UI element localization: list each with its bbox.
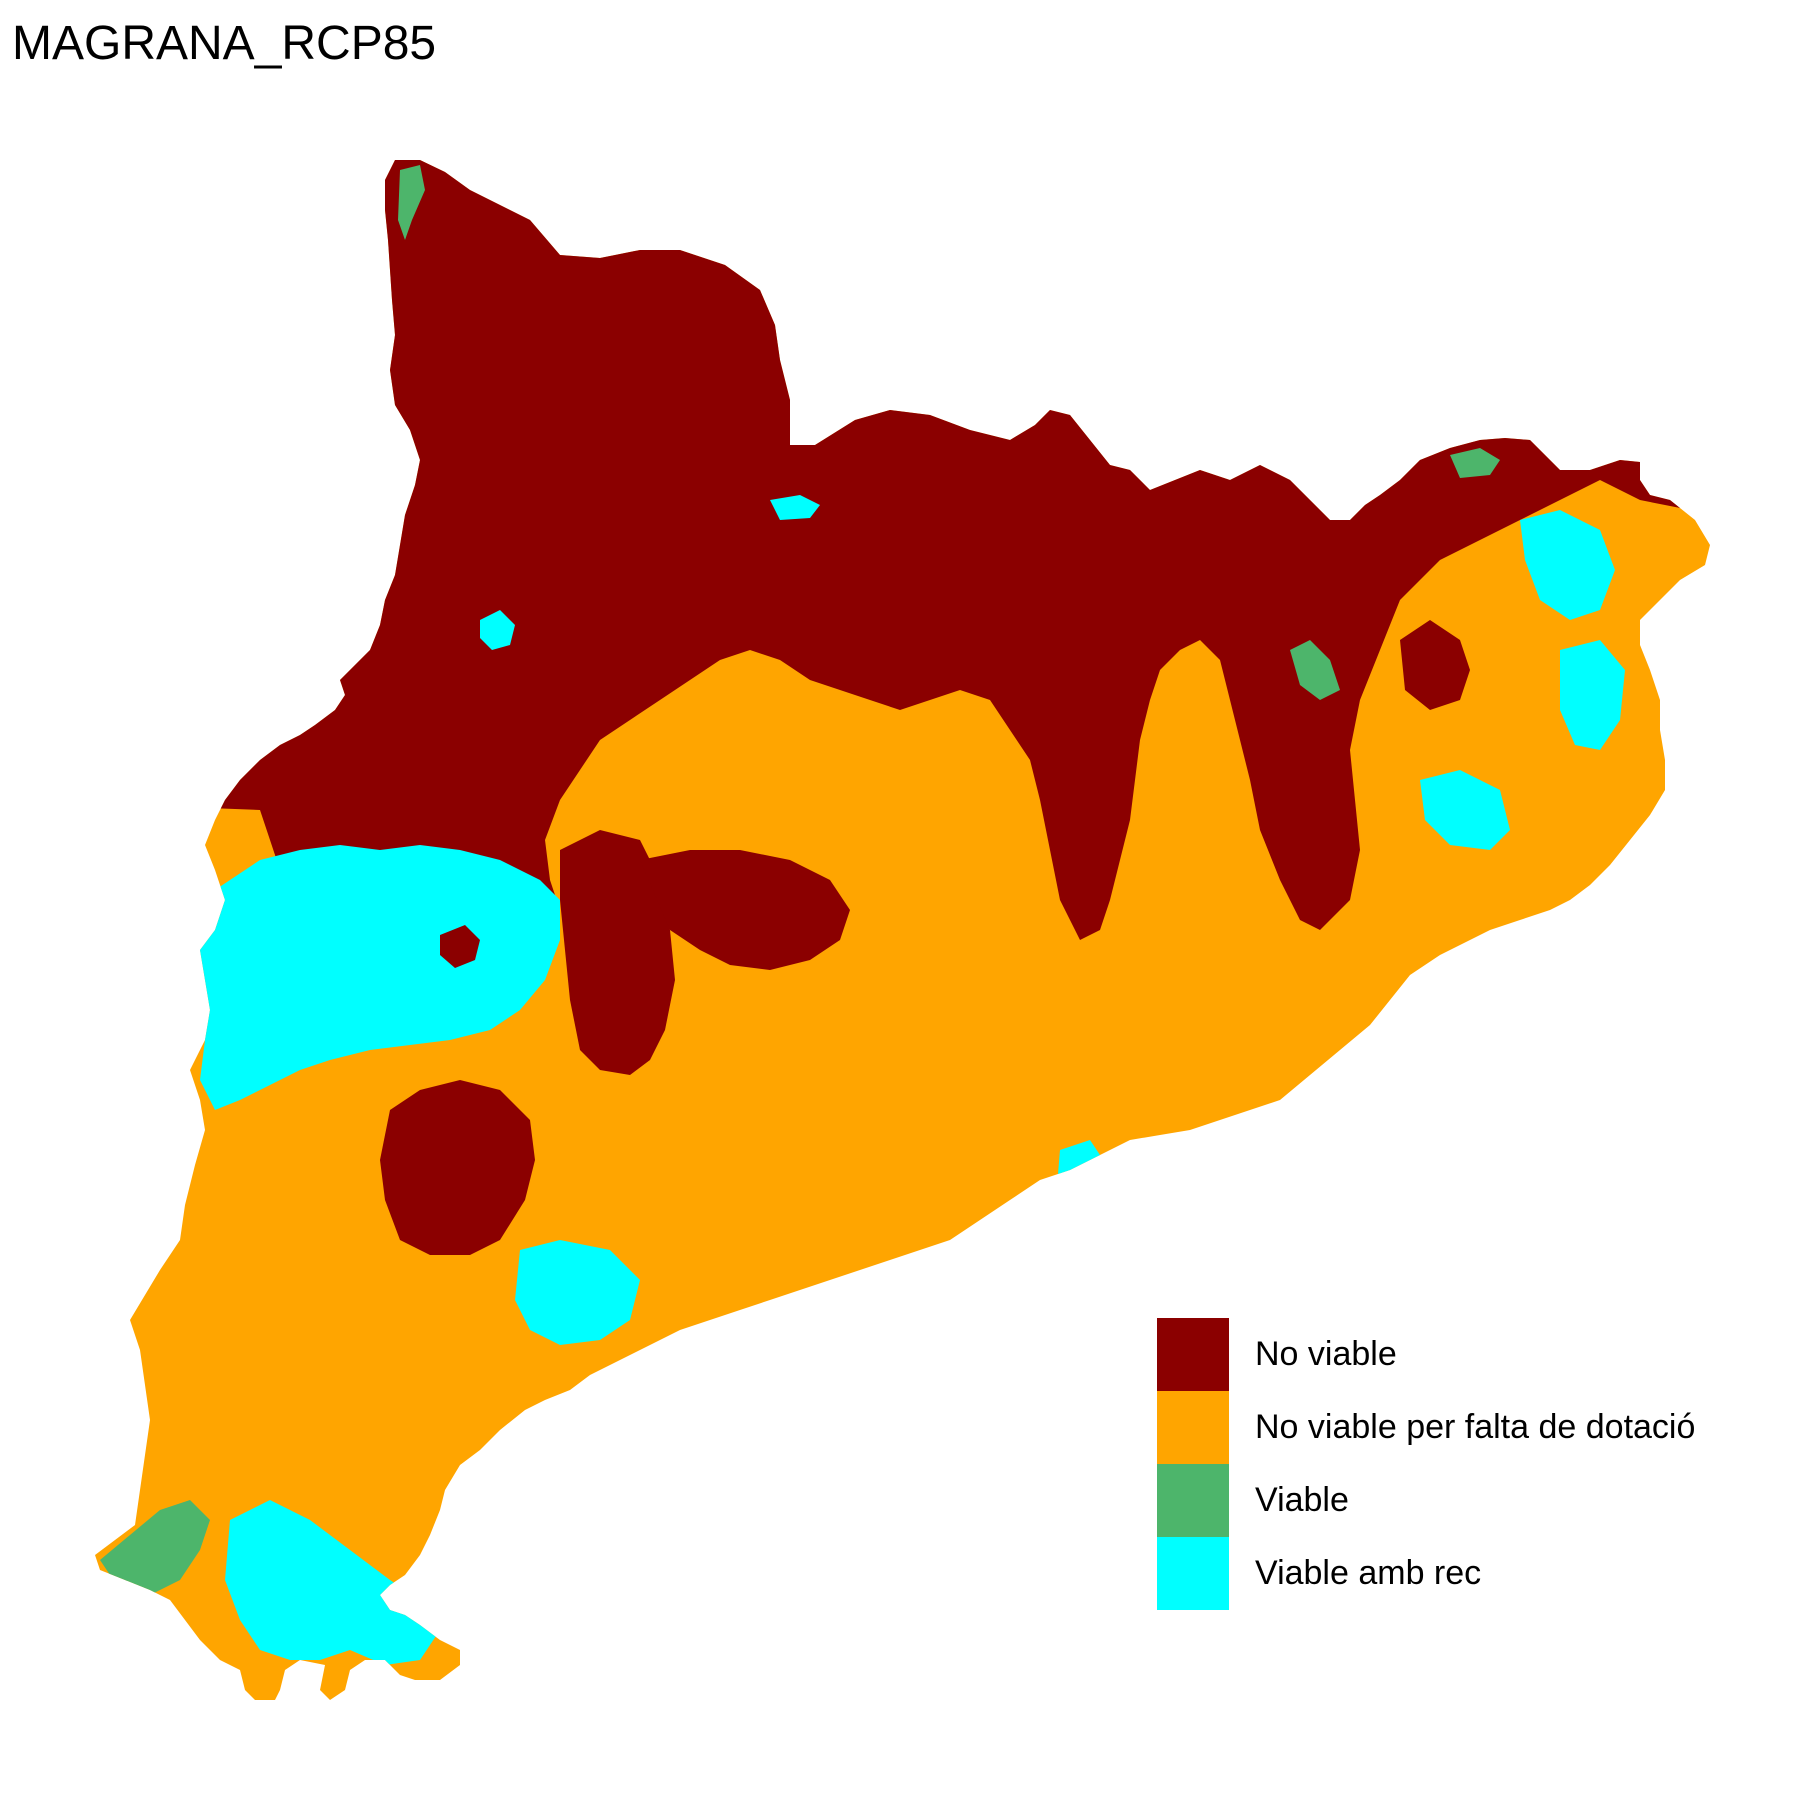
no-viable-region-southwest [380,1080,535,1255]
viable-strip-northeast [1290,640,1340,700]
no-viable-region-middle [640,850,850,970]
viable-strip-north [398,165,425,240]
no-viable-patch-east [1400,620,1470,710]
legend-item: No viable [1157,1318,1695,1391]
viable-amb-rec-pyrenees-patch [770,495,820,520]
viable-amb-rec-west-plain [195,845,560,1110]
legend-swatch-viable [1157,1464,1229,1537]
legend-label: Viable amb rec [1255,1554,1482,1592]
no-viable-region-central [560,830,675,1075]
viable-amb-rec-south-central [515,1240,640,1345]
legend-label: No viable [1255,1335,1397,1373]
legend-label: Viable [1255,1481,1349,1519]
no-viable-island-in-plain [440,925,480,968]
viable-region-southwest [100,1500,210,1595]
legend-item: Viable [1157,1464,1695,1537]
map-title: MAGRANA_RCP85 [12,17,437,70]
legend-label: No viable per falta de dotació [1255,1408,1696,1446]
legend-item: Viable amb rec [1157,1537,1695,1610]
legend-swatch-no-viable [1157,1318,1229,1391]
map-legend: No viable No viable per falta de dotació… [1157,1318,1695,1610]
legend-swatch-no-viable-dotacio [1157,1391,1229,1464]
viable-amb-rec-east-coast [1560,640,1625,750]
viable-amb-rec-northeast [1520,510,1615,620]
viable-amb-rec-northern-patch [480,610,515,650]
legend-swatch-viable-amb-rec [1157,1537,1229,1610]
viable-amb-rec-east-inland [1420,770,1510,850]
viable-strip-east [1450,448,1500,478]
legend-item: No viable per falta de dotació [1157,1391,1695,1464]
viable-amb-rec-ebro-delta [225,1500,440,1665]
